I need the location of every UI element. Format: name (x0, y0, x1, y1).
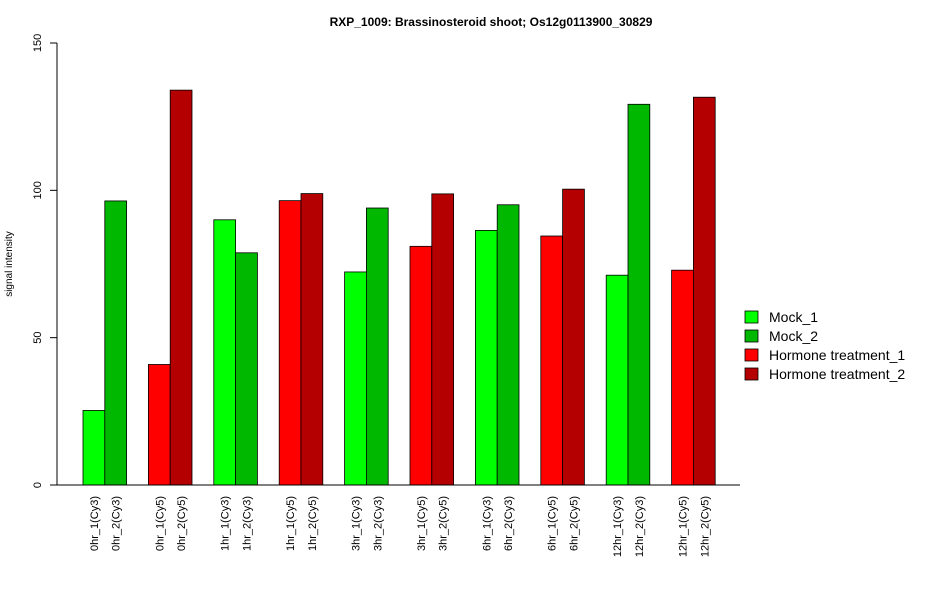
x-tick-label: 12hr_2(Cy3) (634, 496, 646, 557)
x-tick-label: 1hr_1(Cy5) (285, 496, 297, 551)
bars (82, 89, 716, 486)
y-tick-label: 150 (32, 34, 44, 52)
legend-swatch (744, 367, 759, 381)
legend: Mock_1 Mock_2 Hormone treatment_1 Hormone t… (744, 309, 905, 382)
chart-title: RXP_1009: Brassinosteroid shoot; Os12g01… (330, 15, 653, 29)
bar (82, 410, 106, 486)
y-tick-label: 50 (32, 332, 44, 344)
x-tick-label: 12hr_1(Cy5) (678, 496, 690, 557)
bar (627, 103, 651, 486)
x-tick-label: 12hr_2(Cy5) (699, 496, 711, 557)
bar (496, 204, 520, 486)
x-tick-label: 6hr_2(Cy3) (503, 496, 515, 551)
x-tick-label: 3hr_2(Cy5) (438, 496, 450, 551)
bar (605, 274, 629, 486)
x-axis: 0hr_1(Cy3) 0hr_2(Cy3) 0hr_1(Cy5) 0hr_2(Cy5)… (57, 484, 740, 557)
x-tick-label: 0hr_1(Cy5) (154, 496, 166, 551)
x-tick-label: 12hr_1(Cy3) (612, 496, 624, 557)
bar (169, 89, 193, 486)
bar (474, 230, 498, 486)
legend-swatch (744, 329, 759, 343)
bar (344, 271, 367, 486)
x-tick-label: 6hr_1(Cy5) (547, 496, 559, 551)
y-tick-label: 100 (32, 181, 44, 199)
x-tick-label: 1hr_2(Cy3) (242, 496, 254, 551)
bar (147, 364, 171, 486)
bar (562, 188, 585, 486)
bar (409, 245, 433, 486)
bar (431, 193, 454, 486)
legend-label: Mock_1 (769, 309, 818, 325)
bar (278, 200, 302, 486)
x-tick-label: 0hr_1(Cy3) (89, 496, 101, 551)
legend-swatch (744, 310, 759, 324)
bar (693, 96, 716, 486)
bar (365, 207, 389, 486)
x-tick-label: 3hr_1(Cy5) (416, 496, 428, 551)
y-tick-label: 0 (32, 482, 44, 488)
bar (235, 252, 258, 486)
x-tick-label: 0hr_2(Cy3) (111, 496, 123, 551)
legend-label: Hormone treatment_1 (769, 347, 905, 363)
bar (104, 200, 128, 486)
x-tick-label: 3hr_1(Cy3) (351, 496, 363, 551)
x-tick-label: 3hr_2(Cy3) (372, 496, 384, 551)
y-axis-label: signal intensity (4, 231, 15, 297)
bar (213, 219, 237, 486)
x-tick-label: 6hr_2(Cy5) (569, 496, 581, 551)
y-axis: 0 50 100 150 (32, 34, 58, 488)
legend-swatch (744, 348, 759, 362)
x-tick-label: 6hr_1(Cy3) (481, 496, 493, 551)
x-tick-label: 1hr_2(Cy5) (307, 496, 319, 551)
legend-label: Hormone treatment_2 (769, 366, 905, 382)
legend-label: Mock_2 (769, 328, 818, 344)
bar (540, 235, 563, 486)
bar (671, 269, 694, 486)
x-tick-label: 0hr_2(Cy5) (176, 496, 188, 551)
x-tick-label: 1hr_1(Cy3) (220, 496, 232, 551)
bar (300, 193, 324, 486)
